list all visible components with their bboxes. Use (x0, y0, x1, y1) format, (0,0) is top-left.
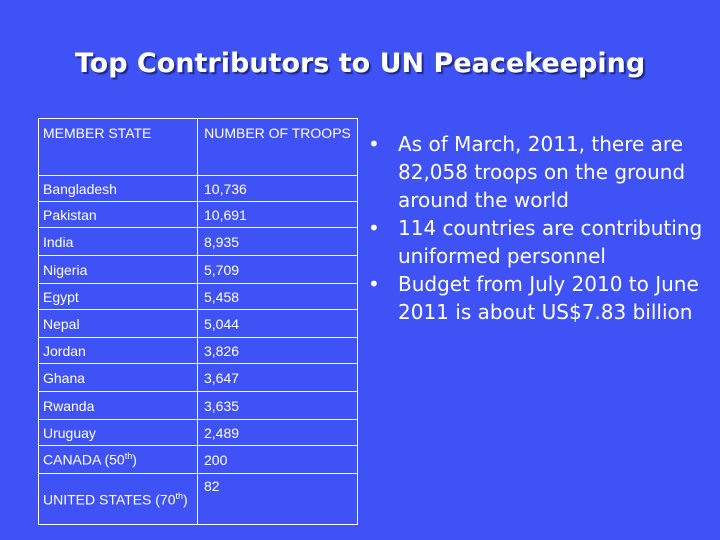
troops-cell: 82 (197, 473, 358, 525)
country-cell: CANADA (50th) (38, 445, 198, 474)
table-row: Nigeria 5,709 (38, 255, 358, 284)
troops-cell: 5,709 (197, 255, 358, 284)
country-name: UNITED STATES (70 (43, 491, 176, 508)
fact-item: • As of March, 2011, there are 82,058 tr… (368, 130, 713, 214)
country-cell: UNITED STATES (70th) (38, 473, 198, 525)
closing-paren: ) (132, 451, 137, 468)
bullet-icon: • (368, 272, 380, 296)
country-cell: Jordan (38, 337, 198, 364)
table-header-row: MEMBER STATE NUMBER OF TROOPS (38, 118, 358, 176)
troops-cell: 10,736 (197, 175, 358, 202)
bullet-icon: • (368, 216, 380, 240)
facts-list: • As of March, 2011, there are 82,058 tr… (368, 130, 713, 326)
table-row: Uruguay 2,489 (38, 419, 358, 446)
contributors-table: MEMBER STATE NUMBER OF TROOPS Bangladesh… (38, 118, 358, 525)
country-cell: India (38, 227, 198, 256)
header-member-state: MEMBER STATE (38, 118, 198, 176)
ordinal-suffix: th (124, 451, 133, 462)
bullet-icon: • (368, 132, 380, 156)
troops-cell: 3,647 (197, 363, 358, 392)
fact-text: As of March, 2011, there are 82,058 troo… (398, 132, 686, 212)
closing-paren: ) (183, 491, 188, 508)
table-row: UNITED STATES (70th) 82 (38, 473, 358, 525)
country-cell: Nepal (38, 309, 198, 338)
country-name: CANADA (50 (43, 451, 125, 468)
troops-cell: 3,826 (197, 337, 358, 364)
troops-cell: 8,935 (197, 227, 358, 256)
table-row: CANADA (50th) 200 (38, 445, 358, 474)
table-row: Bangladesh 10,736 (38, 175, 358, 202)
header-number-of-troops: NUMBER OF TROOPS (197, 118, 358, 176)
table-row: Jordan 3,826 (38, 337, 358, 364)
table-row: Rwanda 3,635 (38, 391, 358, 420)
country-cell: Nigeria (38, 255, 198, 284)
troops-cell: 5,044 (197, 309, 358, 338)
country-cell: Ghana (38, 363, 198, 392)
country-cell: Bangladesh (38, 175, 198, 202)
table-row: Egypt 5,458 (38, 283, 358, 310)
fact-text: 114 countries are contributing uniformed… (398, 216, 703, 268)
table-row: Ghana 3,647 (38, 363, 358, 392)
country-cell: Uruguay (38, 419, 198, 446)
troops-cell: 10,691 (197, 201, 358, 228)
country-cell: Rwanda (38, 391, 198, 420)
fact-item: • 114 countries are contributing uniform… (368, 214, 713, 270)
troops-cell: 200 (197, 445, 358, 474)
slide-title: Top Contributors to UN Peacekeeping (74, 48, 646, 79)
table-row: Pakistan 10,691 (38, 201, 358, 228)
fact-item: • Budget from July 2010 to June 2011 is … (368, 270, 713, 326)
ordinal-suffix: th (175, 490, 184, 501)
troops-cell: 2,489 (197, 419, 358, 446)
troops-cell: 5,458 (197, 283, 358, 310)
country-cell: Egypt (38, 283, 198, 310)
troops-cell: 3,635 (197, 391, 358, 420)
table-row: India 8,935 (38, 227, 358, 256)
table-row: Nepal 5,044 (38, 309, 358, 338)
fact-text: Budget from July 2010 to June 2011 is ab… (398, 272, 699, 324)
country-cell: Pakistan (38, 201, 198, 228)
